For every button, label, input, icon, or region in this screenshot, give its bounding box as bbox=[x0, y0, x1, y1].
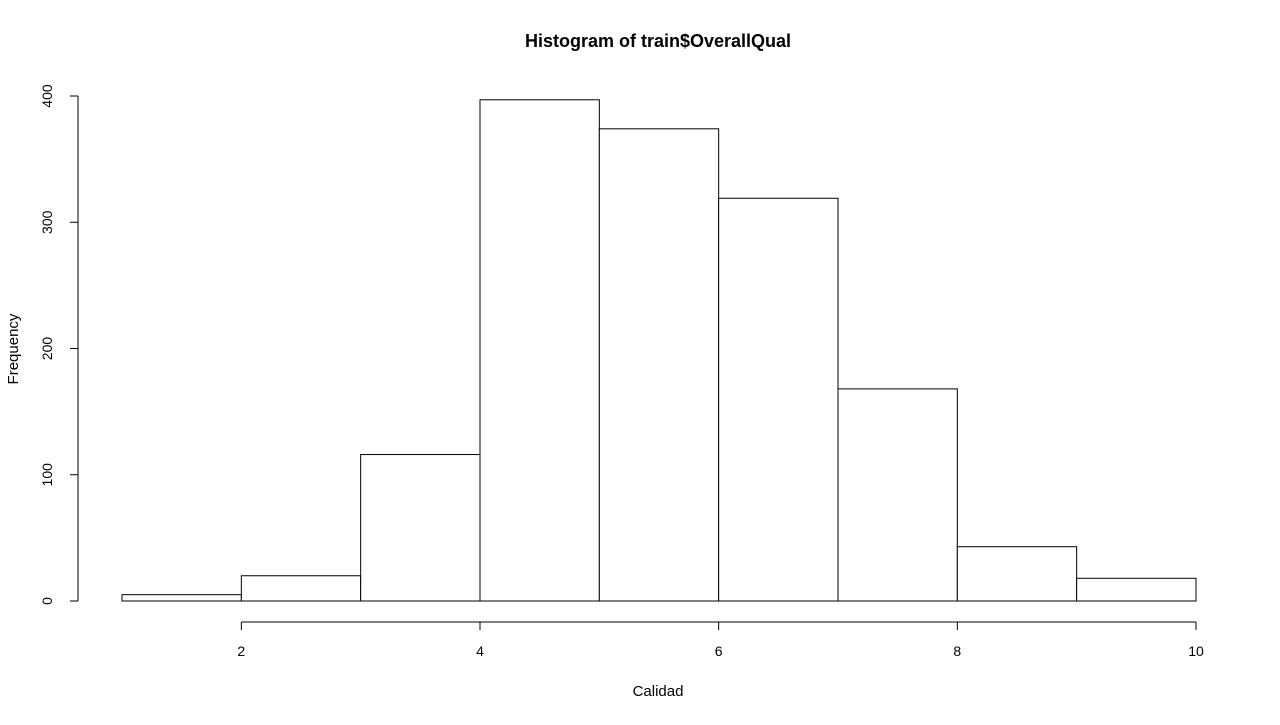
histogram-bar-7-8 bbox=[837, 388, 958, 602]
x-axis: 2 4 6 8 10 bbox=[237, 621, 1204, 659]
histogram-bar-8-9 bbox=[956, 546, 1078, 602]
x-tick-label: 4 bbox=[476, 643, 484, 659]
histogram-bar-3-4 bbox=[360, 454, 481, 602]
x-tick-label: 10 bbox=[1188, 643, 1204, 659]
x-tick-label: 8 bbox=[953, 643, 961, 659]
y-tick-label: 300 bbox=[39, 210, 55, 234]
x-axis-label: Calidad bbox=[633, 683, 684, 700]
x-tick-label: 2 bbox=[237, 643, 245, 659]
histogram-bar-9-10 bbox=[1076, 577, 1197, 602]
y-tick-label: 400 bbox=[39, 84, 55, 108]
y-tick-label: 0 bbox=[39, 597, 55, 605]
x-tick-label: 6 bbox=[715, 643, 723, 659]
chart-title: Histogram of train$OverallQual bbox=[525, 31, 791, 51]
y-tick-label: 100 bbox=[39, 463, 55, 487]
histogram-bar-1-2 bbox=[121, 594, 242, 602]
histogram-bar-6-7 bbox=[718, 197, 839, 602]
bars-group bbox=[121, 99, 1197, 602]
histogram-bar-4-5 bbox=[479, 99, 600, 602]
y-tick-label: 200 bbox=[39, 337, 55, 361]
y-axis-label: Frequency bbox=[5, 313, 22, 384]
histogram-bar-2-3 bbox=[240, 575, 362, 602]
histogram-bar-5-6 bbox=[598, 128, 720, 602]
y-axis: 0 100 200 300 400 bbox=[39, 84, 79, 605]
